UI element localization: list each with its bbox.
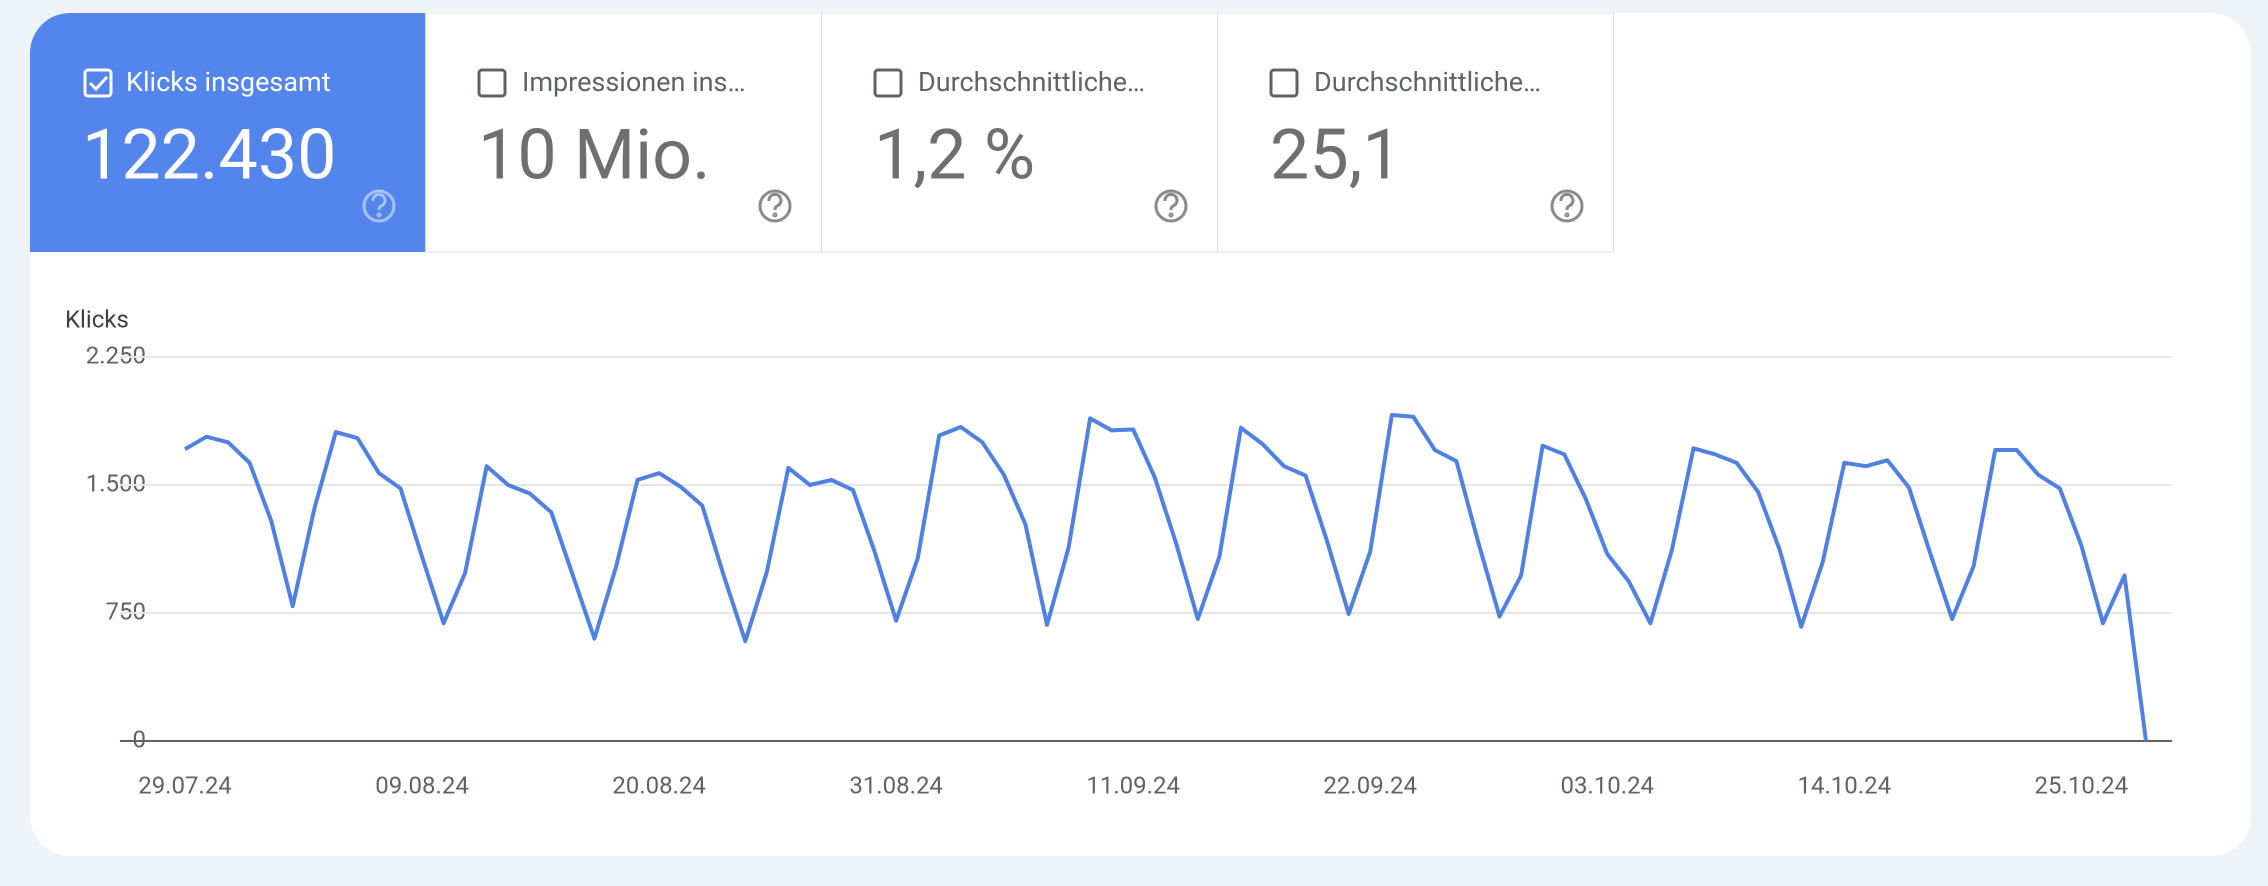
x-tick-label: 22.09.24 — [1323, 771, 1417, 799]
metric-tab[interactable] — [425, 13, 822, 253]
checkbox[interactable] — [1269, 68, 1299, 98]
metric-value: 10 Mio. — [478, 114, 711, 196]
y-tick-label: 0 — [133, 725, 147, 753]
metric-label: Klicks insgesamt — [126, 66, 331, 98]
x-tick-label: 25.10.24 — [2035, 771, 2129, 799]
metric-tab[interactable] — [1217, 13, 1614, 253]
metric-tab-active[interactable] — [30, 13, 425, 252]
y-tick-label: 1.500 — [86, 469, 146, 497]
data-line — [183, 413, 2148, 742]
x-tick-label: 03.10.24 — [1560, 771, 1654, 799]
metric-value: 122.430 — [82, 114, 337, 196]
x-tick-label: 31.08.24 — [849, 771, 943, 799]
x-tick-label: 11.09.24 — [1086, 771, 1180, 799]
metric-label: Durchschnittliche… — [1314, 66, 1541, 98]
metric-value: 25,1 — [1270, 114, 1402, 196]
help-icons — [362, 189, 1584, 223]
checkbox[interactable] — [873, 68, 903, 98]
x-tick-label: 14.10.24 — [1798, 771, 1892, 799]
metric-tab[interactable] — [821, 13, 1218, 253]
checkbox-checked[interactable] — [83, 68, 113, 98]
x-tick-label: 09.08.24 — [375, 771, 469, 799]
metric-label: Durchschnittliche… — [918, 66, 1145, 98]
metric-value: 1,2 % — [874, 114, 1035, 196]
y-tick-label: 2.250 — [86, 341, 146, 369]
y-tick-label: 750 — [106, 597, 146, 625]
x-tick-label: 20.08.24 — [612, 771, 706, 799]
x-tick-label: 29.07.24 — [138, 771, 232, 799]
checkmark — [88, 75, 109, 92]
y-axis-label: Klicks — [65, 305, 129, 333]
chart: 2.250 1.500 750 0 29.07.24 09.08.24 20.08.24 31… — [86, 341, 2172, 799]
checkbox[interactable] — [477, 68, 507, 98]
metric-label: Impressionen ins… — [522, 66, 746, 98]
